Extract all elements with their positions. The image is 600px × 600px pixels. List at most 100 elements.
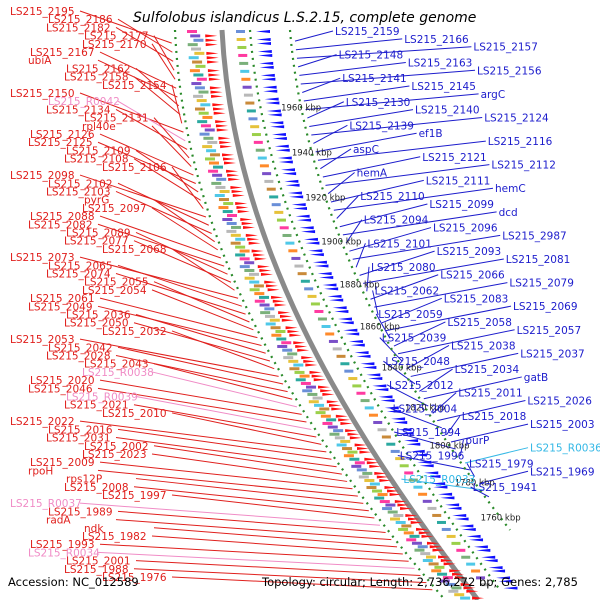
- gene-label-right[interactable]: ef1B: [419, 128, 443, 140]
- forward-gene-arrow[interactable]: [243, 225, 256, 229]
- forward-gene-arrow[interactable]: [374, 471, 387, 475]
- forward-gene-arrow[interactable]: [329, 403, 342, 407]
- forward-gene-arrow[interactable]: [267, 288, 280, 292]
- gene-label-left[interactable]: LS215_2195: [10, 6, 75, 18]
- gene-label-left[interactable]: LS215_2134: [46, 104, 111, 116]
- reverse-gene-arrow[interactable]: [362, 365, 377, 369]
- reverse-gene-arrow[interactable]: [272, 136, 287, 140]
- forward-gene-arrow[interactable]: [213, 107, 226, 111]
- gene-label-left[interactable]: radA: [46, 515, 71, 527]
- gene-label-right[interactable]: LS215_2069: [513, 301, 578, 313]
- gene-label-right[interactable]: LS215_1979: [469, 458, 534, 470]
- forward-gene-arrow[interactable]: [305, 363, 318, 367]
- forward-gene-arrow[interactable]: [369, 464, 382, 468]
- reverse-gene-arrow[interactable]: [393, 420, 408, 424]
- gene-label-right[interactable]: LS215_2159: [335, 26, 400, 38]
- gene-label-left[interactable]: rps12P: [66, 474, 102, 486]
- forward-gene-arrow[interactable]: [376, 475, 389, 479]
- forward-gene-arrow[interactable]: [309, 370, 322, 374]
- forward-gene-arrow[interactable]: [318, 385, 331, 389]
- forward-gene-arrow[interactable]: [247, 237, 260, 241]
- reverse-gene-arrow[interactable]: [438, 492, 453, 496]
- reverse-gene-arrow[interactable]: [372, 384, 387, 388]
- reverse-gene-arrow[interactable]: [275, 148, 290, 152]
- reverse-gene-arrow[interactable]: [384, 406, 399, 410]
- forward-gene-arrow[interactable]: [452, 572, 465, 576]
- reverse-gene-arrow[interactable]: [289, 195, 304, 199]
- reverse-gene-arrow[interactable]: [263, 89, 278, 93]
- forward-gene-arrow[interactable]: [357, 447, 370, 451]
- reverse-gene-arrow[interactable]: [431, 482, 446, 486]
- gene-label-left[interactable]: LS215_2016: [48, 424, 113, 436]
- forward-gene-arrow[interactable]: [338, 418, 351, 422]
- forward-gene-arrow[interactable]: [384, 486, 397, 490]
- forward-gene-arrow[interactable]: [205, 34, 218, 38]
- reverse-gene-arrow[interactable]: [366, 373, 381, 377]
- gene-label-left[interactable]: LS215_2043: [84, 359, 149, 371]
- gene-label-left[interactable]: LS215_2097: [82, 203, 147, 215]
- forward-gene-arrow[interactable]: [387, 489, 400, 493]
- gene-label-right[interactable]: hemA: [357, 168, 388, 180]
- reverse-gene-arrow[interactable]: [483, 559, 498, 563]
- forward-gene-arrow[interactable]: [228, 177, 241, 181]
- forward-gene-arrow[interactable]: [438, 555, 451, 559]
- forward-gene-arrow[interactable]: [231, 189, 244, 193]
- gene-label-left[interactable]: LS215_2042: [48, 342, 113, 354]
- forward-gene-arrow[interactable]: [320, 389, 333, 393]
- forward-gene-arrow[interactable]: [449, 569, 462, 573]
- reverse-gene-arrow[interactable]: [262, 85, 277, 89]
- gene-label-left[interactable]: LS215_2103: [46, 186, 111, 198]
- forward-gene-arrow[interactable]: [340, 421, 353, 425]
- gene-label-right[interactable]: LS215_2080: [371, 262, 436, 274]
- gene-label-left[interactable]: LS215_2089: [66, 227, 131, 239]
- gene-label-left[interactable]: LS215_2098: [10, 170, 75, 182]
- forward-gene-arrow[interactable]: [210, 90, 223, 94]
- gene-label-right[interactable]: LS215_2156: [477, 65, 542, 77]
- forward-gene-arrow[interactable]: [345, 429, 358, 433]
- gene-label-right[interactable]: LS215_R0033: [403, 474, 475, 486]
- forward-gene-arrow[interactable]: [274, 303, 287, 307]
- forward-gene-arrow[interactable]: [257, 265, 270, 269]
- forward-gene-arrow[interactable]: [400, 507, 413, 511]
- gene-label-left[interactable]: LS215_1997: [102, 490, 167, 502]
- reverse-gene-arrow[interactable]: [271, 133, 286, 137]
- reverse-gene-arrow[interactable]: [406, 442, 421, 446]
- reverse-gene-arrow[interactable]: [433, 485, 448, 489]
- reverse-gene-arrow[interactable]: [498, 579, 513, 583]
- reverse-gene-arrow[interactable]: [312, 260, 327, 264]
- gene-label-right[interactable]: LS215_2034: [455, 364, 520, 376]
- gene-label-left[interactable]: LS215_2020: [30, 375, 95, 387]
- gene-label-right[interactable]: LS215_2140: [415, 105, 480, 117]
- forward-gene-arrow[interactable]: [216, 128, 229, 132]
- gene-label-right[interactable]: LS215_2094: [364, 215, 429, 227]
- forward-gene-arrow[interactable]: [326, 400, 339, 404]
- forward-gene-arrow[interactable]: [379, 478, 392, 482]
- forward-gene-arrow[interactable]: [397, 503, 410, 507]
- gene-label-left[interactable]: LS215_2021: [64, 400, 129, 412]
- reverse-gene-arrow[interactable]: [301, 230, 316, 234]
- reverse-gene-arrow[interactable]: [374, 388, 389, 392]
- reverse-gene-arrow[interactable]: [265, 101, 280, 105]
- forward-gene-arrow[interactable]: [237, 210, 250, 214]
- forward-gene-arrow[interactable]: [254, 257, 267, 261]
- forward-gene-arrow[interactable]: [226, 169, 239, 173]
- gene-label-left[interactable]: LS215_2177: [84, 31, 149, 43]
- gene-label-left[interactable]: LS215_1976: [102, 572, 167, 584]
- gene-label-left[interactable]: LS215_2001: [66, 556, 131, 568]
- gene-label-left[interactable]: LS215_2008: [64, 482, 129, 494]
- gene-label-left[interactable]: rpoH: [28, 465, 53, 477]
- reverse-gene-arrow[interactable]: [345, 332, 360, 336]
- gene-label-left[interactable]: LS215_2022: [10, 416, 75, 428]
- gene-label-right[interactable]: LS215_2099: [429, 199, 494, 211]
- gene-label-left[interactable]: ubiA: [28, 55, 52, 67]
- forward-gene-arrow[interactable]: [240, 218, 253, 222]
- reverse-gene-arrow[interactable]: [295, 214, 310, 218]
- gene-label-right[interactable]: LS215_2048: [385, 356, 450, 368]
- gene-label-left[interactable]: LS215_2031: [46, 433, 111, 445]
- forward-gene-arrow[interactable]: [287, 329, 300, 333]
- gene-label-right[interactable]: LS215_2124: [484, 112, 549, 124]
- gene-label-left[interactable]: LS215_2125: [28, 137, 93, 149]
- reverse-gene-arrow[interactable]: [259, 61, 274, 65]
- reverse-gene-arrow[interactable]: [473, 545, 488, 549]
- reverse-gene-arrow[interactable]: [257, 49, 272, 53]
